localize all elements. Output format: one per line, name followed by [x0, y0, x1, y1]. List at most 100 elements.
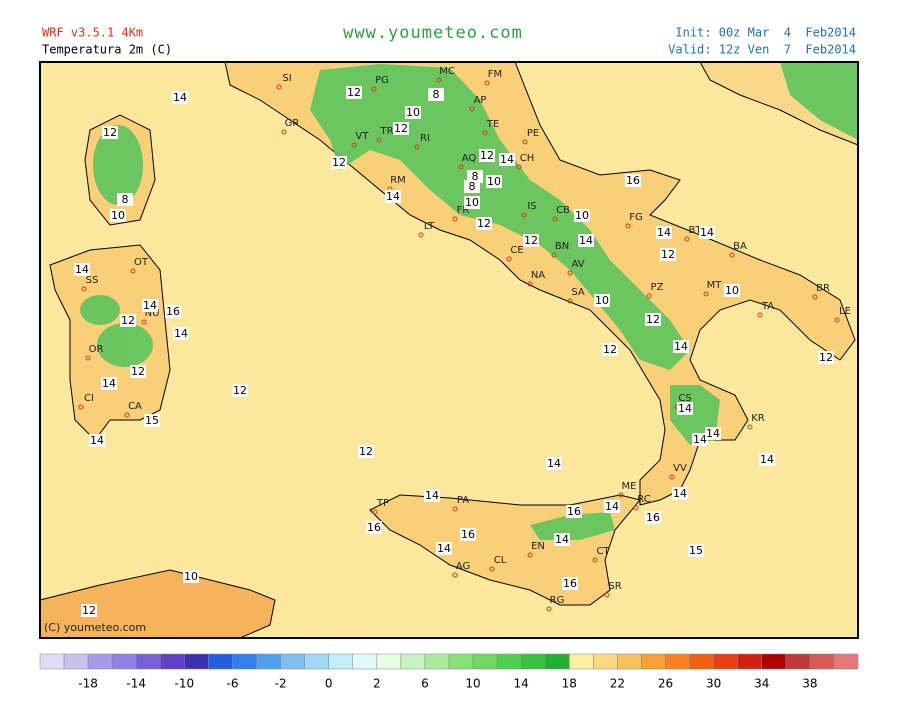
- colorbar-label: 34: [754, 677, 769, 691]
- value-box: [574, 209, 590, 222]
- city-dot: [452, 572, 458, 578]
- city-label: CA: [128, 401, 142, 412]
- city-dot: [372, 509, 378, 515]
- city-label: PG: [375, 75, 389, 86]
- temperature-label: 12: [480, 149, 494, 162]
- city-label: AV: [571, 259, 584, 270]
- value-box: [476, 217, 492, 230]
- value-box: [74, 263, 90, 276]
- city-dot: [527, 552, 533, 558]
- colorbar-box: [617, 653, 642, 670]
- value-box: [331, 156, 347, 169]
- colorbar-label: 10: [465, 677, 480, 691]
- value-box: [101, 377, 117, 390]
- colorbar-label: 0: [325, 677, 333, 691]
- city-dot: [521, 212, 527, 218]
- city-label: CT: [596, 546, 610, 557]
- colorbar-box: [400, 653, 426, 670]
- city-dot: [506, 256, 512, 262]
- value-box: [142, 299, 158, 312]
- colorbar-box: [569, 653, 594, 670]
- temperature-label: 8: [122, 193, 129, 206]
- colorbar-box: [63, 653, 89, 670]
- temperature-label: 16: [461, 528, 475, 541]
- city-label: VV: [673, 463, 687, 474]
- value-box: [677, 402, 693, 415]
- temperature-label: 14: [605, 500, 619, 513]
- sicily-green: [530, 512, 615, 540]
- city-dot: [85, 355, 91, 361]
- value-box: [523, 234, 539, 247]
- city-label: EN: [531, 541, 545, 552]
- city-label: ME: [622, 481, 637, 492]
- colorbar-box: [544, 653, 570, 670]
- city-dot: [625, 223, 631, 229]
- temperature-label: 14: [678, 402, 692, 415]
- value-box: [346, 86, 362, 99]
- value-box: [699, 226, 715, 239]
- temperature-label: 16: [367, 521, 381, 534]
- colorbar-label: -18: [78, 677, 98, 691]
- city-label: RM: [390, 175, 406, 186]
- temperature-label: 16: [563, 577, 577, 590]
- colorbar-box: [520, 653, 546, 670]
- colorbar-box: [376, 653, 402, 670]
- colorbar-box: [809, 653, 835, 670]
- sardinia-green: [80, 295, 120, 325]
- value-box: [562, 577, 578, 590]
- colorbar-box: [496, 653, 522, 670]
- temperature-label: 12: [603, 343, 617, 356]
- colorbar-box: [761, 653, 787, 670]
- value-box: [428, 88, 444, 101]
- value-box: [688, 544, 704, 557]
- city-label: MT: [707, 280, 723, 291]
- temperature-label: 14: [75, 263, 89, 276]
- city-label: SA: [571, 287, 585, 298]
- colorbar-box: [256, 653, 281, 670]
- city-label: TE: [486, 119, 499, 130]
- temperature-label: 14: [90, 434, 104, 447]
- value-box: [554, 533, 570, 546]
- temperature-label: 14: [579, 234, 593, 247]
- temperature-label: 10: [725, 284, 739, 297]
- value-box: [479, 149, 495, 162]
- temperature-label: 16: [166, 305, 180, 318]
- city-label: IS: [527, 201, 536, 212]
- corsica-green: [93, 125, 143, 205]
- temperature-label: 14: [674, 340, 688, 353]
- city-dot: [618, 492, 624, 498]
- city-label: RC: [637, 494, 650, 505]
- colorbar-label: 18: [562, 677, 577, 691]
- colorbar-box: [424, 653, 450, 670]
- temperature-label: 14: [173, 91, 187, 104]
- temperature-label: 14: [102, 377, 116, 390]
- colorbar-label: 26: [658, 677, 673, 691]
- temperature-label: 12: [819, 351, 833, 364]
- value-box: [705, 427, 721, 440]
- value-box: [724, 284, 740, 297]
- city-label: FM: [488, 69, 502, 80]
- init-label: Init: 00z Mar 4 Feb2014: [675, 26, 856, 40]
- city-label: OT: [134, 257, 149, 268]
- temperature-label: 14: [700, 226, 714, 239]
- city-label: FG: [629, 212, 643, 223]
- value-box: [424, 489, 440, 502]
- temperature-label: 10: [184, 570, 198, 583]
- colorbar-box: [87, 653, 113, 670]
- colorbar-box: [593, 653, 618, 670]
- temperature-label: 16: [646, 511, 660, 524]
- city-label: RI: [420, 133, 430, 144]
- colorbar-box: [785, 653, 811, 670]
- city-dot: [452, 216, 458, 222]
- value-box: [578, 234, 594, 247]
- value-box: [566, 505, 582, 518]
- city-dot: [604, 592, 610, 598]
- city-label: PE: [527, 128, 539, 139]
- value-box: [130, 365, 146, 378]
- value-box: [165, 305, 181, 318]
- temperature-label: 16: [567, 505, 581, 518]
- city-label: CI: [84, 393, 94, 404]
- city-dot: [757, 312, 763, 318]
- city-dot: [527, 281, 533, 287]
